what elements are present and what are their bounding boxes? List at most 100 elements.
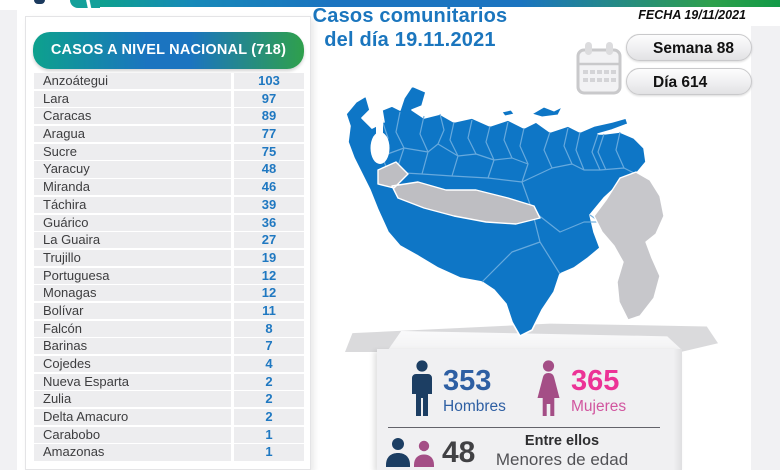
cases-table-title: CASOS A NIVEL NACIONAL (718) — [33, 32, 304, 69]
table-column-gap — [231, 338, 234, 355]
state-cases: 2 — [234, 373, 304, 390]
cases-panel: CASOS A NIVEL NACIONAL (718) Anzoátegui 1… — [25, 16, 311, 470]
state-name: Sucre — [34, 143, 231, 160]
calendar-icon — [576, 42, 622, 95]
table-row: Falcón 8 — [34, 320, 304, 337]
table-column-gap — [231, 249, 234, 266]
state-name: Delta Amacuro — [34, 409, 231, 426]
state-cases: 11 — [234, 302, 304, 320]
state-name: Aragua — [34, 126, 231, 143]
state-name: La Guaira — [34, 232, 231, 249]
state-cases: 36 — [234, 214, 304, 231]
menores-label-line1: Entre ellos — [524, 433, 600, 449]
table-column-gap — [231, 356, 234, 373]
state-name: Carabobo — [34, 426, 231, 443]
state-cases: 89 — [234, 108, 304, 125]
table-row: Nueva Esparta 2 — [34, 373, 304, 390]
state-name: Bolívar — [34, 302, 231, 320]
state-cases: 97 — [234, 90, 304, 107]
logo-fragment — [34, 0, 45, 4]
logo-fragment — [70, 0, 100, 8]
state-cases: 12 — [234, 267, 304, 284]
table-row: Delta Amacuro 2 — [34, 409, 304, 426]
table-row: Sucre 75 — [34, 143, 304, 160]
state-cases: 103 — [234, 73, 304, 90]
map-landmass — [345, 85, 647, 337]
state-cases: 4 — [234, 356, 304, 373]
state-name: Miranda — [34, 179, 231, 196]
top-gradient-bar — [98, 0, 780, 7]
table-column-gap — [231, 232, 234, 249]
table-column-gap — [231, 302, 234, 320]
state-name: Zulia — [34, 391, 231, 408]
table-column-gap — [231, 179, 234, 196]
state-cases: 2 — [234, 409, 304, 426]
state-cases: 7 — [234, 338, 304, 355]
table-row: Guárico 36 — [34, 214, 304, 231]
map-esequibo-region — [593, 171, 665, 321]
map-gray-states — [377, 161, 541, 225]
state-name: Cojedes — [34, 356, 231, 373]
state-cases: 8 — [234, 320, 304, 337]
table-row: La Guaira 27 — [34, 232, 304, 249]
table-column-gap — [231, 320, 234, 337]
table-row: Anzoátegui 103 — [34, 73, 304, 90]
page-title-line2: del día 19.11.2021 — [324, 29, 496, 51]
stats-card: 353 Hombres 365 Mujeres 48 Entre ellos M… — [377, 349, 682, 470]
table-row: Trujillo 19 — [34, 249, 304, 266]
state-name: Monagas — [34, 285, 231, 302]
venezuela-map — [345, 85, 665, 337]
cases-table-rows: Anzoátegui 103 Lara 97 Caracas 89 Aragua 77 Sucr… — [34, 73, 304, 462]
table-column-gap — [231, 391, 234, 408]
table-column-gap — [231, 214, 234, 231]
state-name: Amazonas — [34, 444, 231, 461]
table-row: Lara 97 — [34, 90, 304, 107]
table-column-gap — [231, 161, 234, 178]
page-title-line1: Casos comunitarios — [312, 5, 508, 27]
state-name: Táchira — [34, 196, 231, 213]
dia-badge: Día 614 — [626, 68, 752, 95]
table-row: Caracas 89 — [34, 108, 304, 125]
table-column-gap — [231, 90, 234, 107]
table-column-gap — [231, 196, 234, 213]
menores-label-line2: Menores de edad — [495, 450, 629, 469]
table-row: Cojedes 4 — [34, 356, 304, 373]
state-name: Barinas — [34, 338, 231, 355]
woman-icon — [537, 360, 560, 416]
table-row: Carabobo 1 — [34, 426, 304, 443]
table-row: Barinas 7 — [34, 338, 304, 355]
table-column-gap — [231, 108, 234, 125]
table-row: Táchira 39 — [34, 196, 304, 213]
table-column-gap — [231, 285, 234, 302]
table-column-gap — [231, 126, 234, 143]
fecha-label: FECHA 19/11/2021 — [638, 8, 746, 22]
table-column-gap — [231, 73, 234, 90]
page-right-margin — [751, 26, 780, 470]
page-left-margin — [0, 10, 17, 470]
table-row: Yaracuy 48 — [34, 161, 304, 178]
table-row: Zulia 2 — [34, 391, 304, 408]
state-name: Nueva Esparta — [34, 373, 231, 390]
semana-badge: Semana 88 — [626, 34, 752, 61]
state-cases: 2 — [234, 391, 304, 408]
hombres-stat: 353 Hombres — [443, 366, 506, 415]
lake-maracaibo — [370, 120, 390, 164]
table-row: Miranda 46 — [34, 179, 304, 196]
table-column-gap — [231, 267, 234, 284]
state-name: Lara — [34, 90, 231, 107]
state-cases: 19 — [234, 249, 304, 266]
map-state-borders — [381, 111, 637, 283]
state-cases: 1 — [234, 426, 304, 443]
hombres-label: Hombres — [443, 398, 506, 415]
menores-value: 48 — [442, 436, 476, 469]
stats-divider — [388, 427, 660, 428]
state-cases: 12 — [234, 285, 304, 302]
state-name: Trujillo — [34, 249, 231, 266]
table-column-gap — [231, 373, 234, 390]
state-name: Caracas — [34, 108, 231, 125]
man-icon — [412, 360, 432, 416]
map-islands — [501, 105, 564, 118]
state-cases: 48 — [234, 161, 304, 178]
state-cases: 77 — [234, 126, 304, 143]
